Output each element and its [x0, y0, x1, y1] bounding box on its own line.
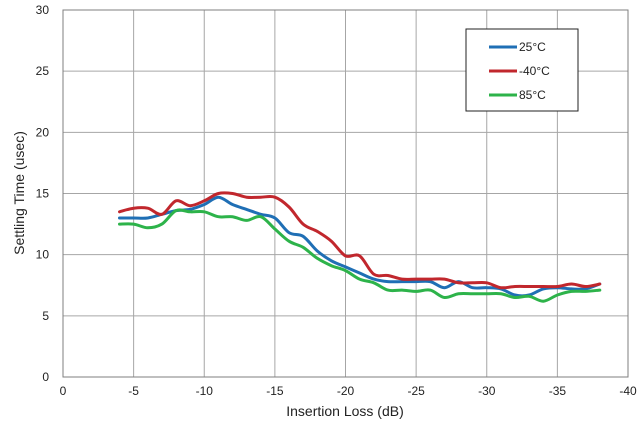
- y-tick-label: 0: [42, 370, 49, 384]
- y-axis-tick-labels: 0 5 10 15 20 25 30: [36, 3, 50, 384]
- y-tick-label: 10: [36, 248, 50, 262]
- x-tick-label: -35: [549, 384, 567, 398]
- series-line-2: [118, 208, 602, 303]
- legend-box: [465, 28, 579, 112]
- y-tick-label: 5: [42, 309, 49, 323]
- x-tick-label: -10: [196, 384, 214, 398]
- x-tick-label: -15: [266, 384, 284, 398]
- legend-label: 25°C: [519, 40, 546, 54]
- legend-label: 85°C: [519, 88, 546, 102]
- x-tick-label: -40: [619, 384, 637, 398]
- x-axis-tick-labels: 0 -5 -10 -15 -20 -25 -30 -35 -40: [60, 384, 637, 398]
- x-tick-label: 0: [60, 384, 67, 398]
- legend: 25°C -40°C 85°C: [465, 28, 579, 112]
- y-axis-title: Settling Time (usec): [11, 131, 27, 255]
- y-tick-label: 15: [36, 187, 50, 201]
- y-tick-label: 20: [36, 125, 50, 139]
- series-lines: [118, 191, 602, 303]
- legend-label: -40°C: [519, 64, 550, 78]
- x-tick-label: -20: [337, 384, 355, 398]
- x-tick-label: -25: [407, 384, 425, 398]
- series-line-1: [118, 191, 602, 290]
- x-tick-label: -5: [128, 384, 139, 398]
- x-tick-label: -30: [478, 384, 496, 398]
- x-axis-title: Insertion Loss (dB): [286, 403, 404, 419]
- plot-border: [62, 9, 629, 378]
- y-tick-label: 30: [36, 3, 50, 17]
- series-line-0: [118, 195, 602, 298]
- y-tick-label: 25: [36, 64, 50, 78]
